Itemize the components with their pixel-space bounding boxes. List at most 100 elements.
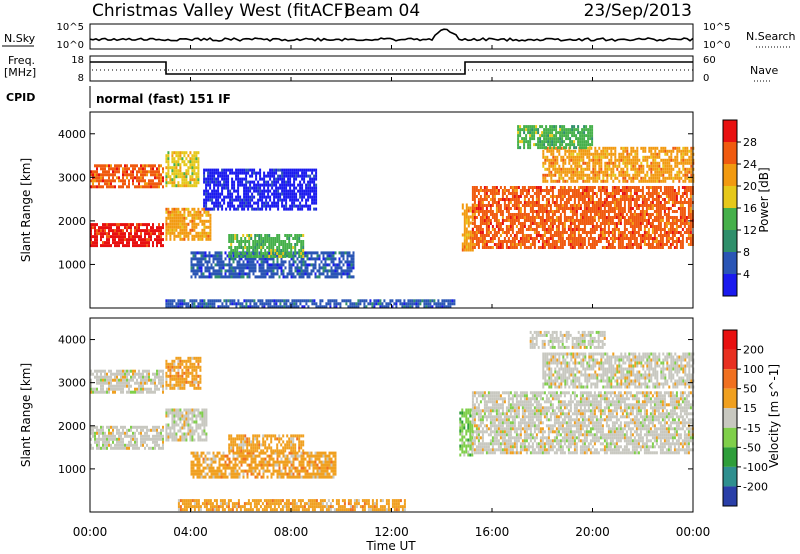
power-echo-cell: [288, 243, 291, 246]
power-echo-cell: [637, 243, 640, 246]
power-echo-cell: [193, 234, 196, 238]
power-echo-cell: [529, 234, 532, 237]
power-echo-cell: [296, 237, 299, 240]
power-echo-cell: [264, 255, 267, 258]
power-echo-cell: [285, 183, 288, 187]
power-echo-cell: [573, 240, 576, 243]
power-echo-cell: [585, 125, 588, 129]
power-echo-cell: [193, 216, 196, 220]
power-echo-cell: [617, 237, 620, 240]
power-echo-cell: [647, 198, 650, 201]
power-echo-cell: [305, 204, 308, 208]
power-echo-cell: [690, 146, 693, 150]
power-echo-cell: [244, 266, 247, 270]
power-echo-cell: [491, 195, 494, 198]
power-echo-cell: [575, 213, 578, 216]
power-echo-cell: [529, 237, 532, 240]
power-echo-cell: [570, 173, 573, 177]
power-echo-cell: [177, 169, 180, 173]
power-echo-cell: [140, 179, 142, 183]
power-echo-cell: [645, 225, 648, 228]
power-echo-cell: [216, 269, 219, 273]
power-echo-cell: [116, 223, 118, 227]
power-echo-cell: [192, 251, 195, 255]
power-echo-cell: [592, 176, 595, 180]
power-echo-cell: [270, 255, 273, 258]
power-echo-cell: [685, 237, 688, 240]
power-echo-cell: [296, 269, 299, 273]
power-echo-cell: [259, 171, 262, 175]
power-echo-cell: [491, 234, 494, 237]
power-echo-cell: [102, 244, 104, 248]
power-echo-cell: [300, 243, 303, 246]
power-echo-cell: [588, 152, 591, 156]
power-echo-cell: [623, 219, 626, 222]
power-echo-cell: [583, 243, 586, 246]
power-echo-cell: [594, 164, 597, 168]
power-echo-cell: [144, 238, 146, 242]
power-echo-cell: [212, 272, 215, 276]
power-echo-cell: [183, 163, 186, 167]
power-echo-cell: [636, 170, 639, 174]
power-echo-cell: [177, 207, 180, 211]
power-echo-cell: [563, 131, 566, 135]
power-echo-cell: [560, 173, 563, 177]
power-echo-cell: [245, 201, 248, 205]
power-echo-cell: [334, 275, 337, 279]
power-echo-cell: [684, 161, 687, 165]
power-echo-cell: [521, 216, 524, 219]
power-echo-cell: [477, 198, 480, 201]
power-echo-cell: [556, 179, 559, 183]
power-echo-cell: [637, 246, 640, 249]
power-echo-cell: [517, 222, 520, 225]
power-echo-cell: [207, 237, 210, 241]
power-echo-cell: [657, 246, 660, 249]
power-echo-cell: [169, 305, 172, 309]
power-echo-cell: [254, 246, 257, 249]
power-echo-cell: [655, 219, 658, 222]
power-echo-cell: [477, 204, 480, 207]
power-echo-cell: [110, 229, 112, 233]
power-echo-cell: [670, 167, 673, 171]
power-echo-cell: [565, 131, 568, 135]
power-echo-cell: [585, 204, 588, 207]
power-echo-cell: [551, 228, 554, 231]
power-echo-cell: [146, 241, 148, 245]
power-echo-cell: [614, 158, 617, 162]
power-echo-cell: [142, 176, 144, 180]
power-echo-cell: [545, 240, 548, 243]
power-echo-cell: [219, 174, 222, 178]
power-echo-cell: [493, 201, 496, 204]
power-echo-cell: [681, 216, 684, 219]
power-echo-cell: [261, 201, 264, 205]
power-echo-cell: [245, 180, 248, 184]
power-echo-cell: [687, 213, 690, 216]
power-echo-cell: [637, 231, 640, 234]
power-echo-cell: [463, 224, 466, 228]
power-echo-cell: [591, 198, 594, 201]
power-echo-cell: [116, 241, 118, 245]
power-echo-cell: [279, 195, 282, 199]
power-echo-cell: [278, 246, 281, 249]
power-echo-cell: [271, 186, 274, 190]
power-echo-cell: [272, 246, 275, 249]
power-echo-cell: [576, 155, 579, 159]
power-echo-cell: [631, 198, 634, 201]
power-echo-cell: [273, 180, 276, 184]
power-echo-cell: [264, 234, 267, 237]
power-echo-cell: [240, 246, 243, 249]
power-echo-cell: [573, 237, 576, 240]
power-echo-cell: [555, 234, 558, 237]
power-echo-cell: [683, 186, 686, 189]
power-echo-cell: [591, 128, 594, 132]
power-echo-cell: [175, 219, 178, 223]
power-echo-cell: [201, 234, 204, 238]
power-echo-cell: [210, 254, 213, 258]
power-echo-cell: [650, 170, 653, 174]
power-echo-cell: [570, 155, 573, 159]
power-echo-cell: [637, 207, 640, 210]
power-echo-cell: [527, 204, 530, 207]
power-echo-cell: [481, 213, 484, 216]
power-echo-cell: [684, 149, 687, 153]
power-echo-cell: [461, 233, 464, 237]
